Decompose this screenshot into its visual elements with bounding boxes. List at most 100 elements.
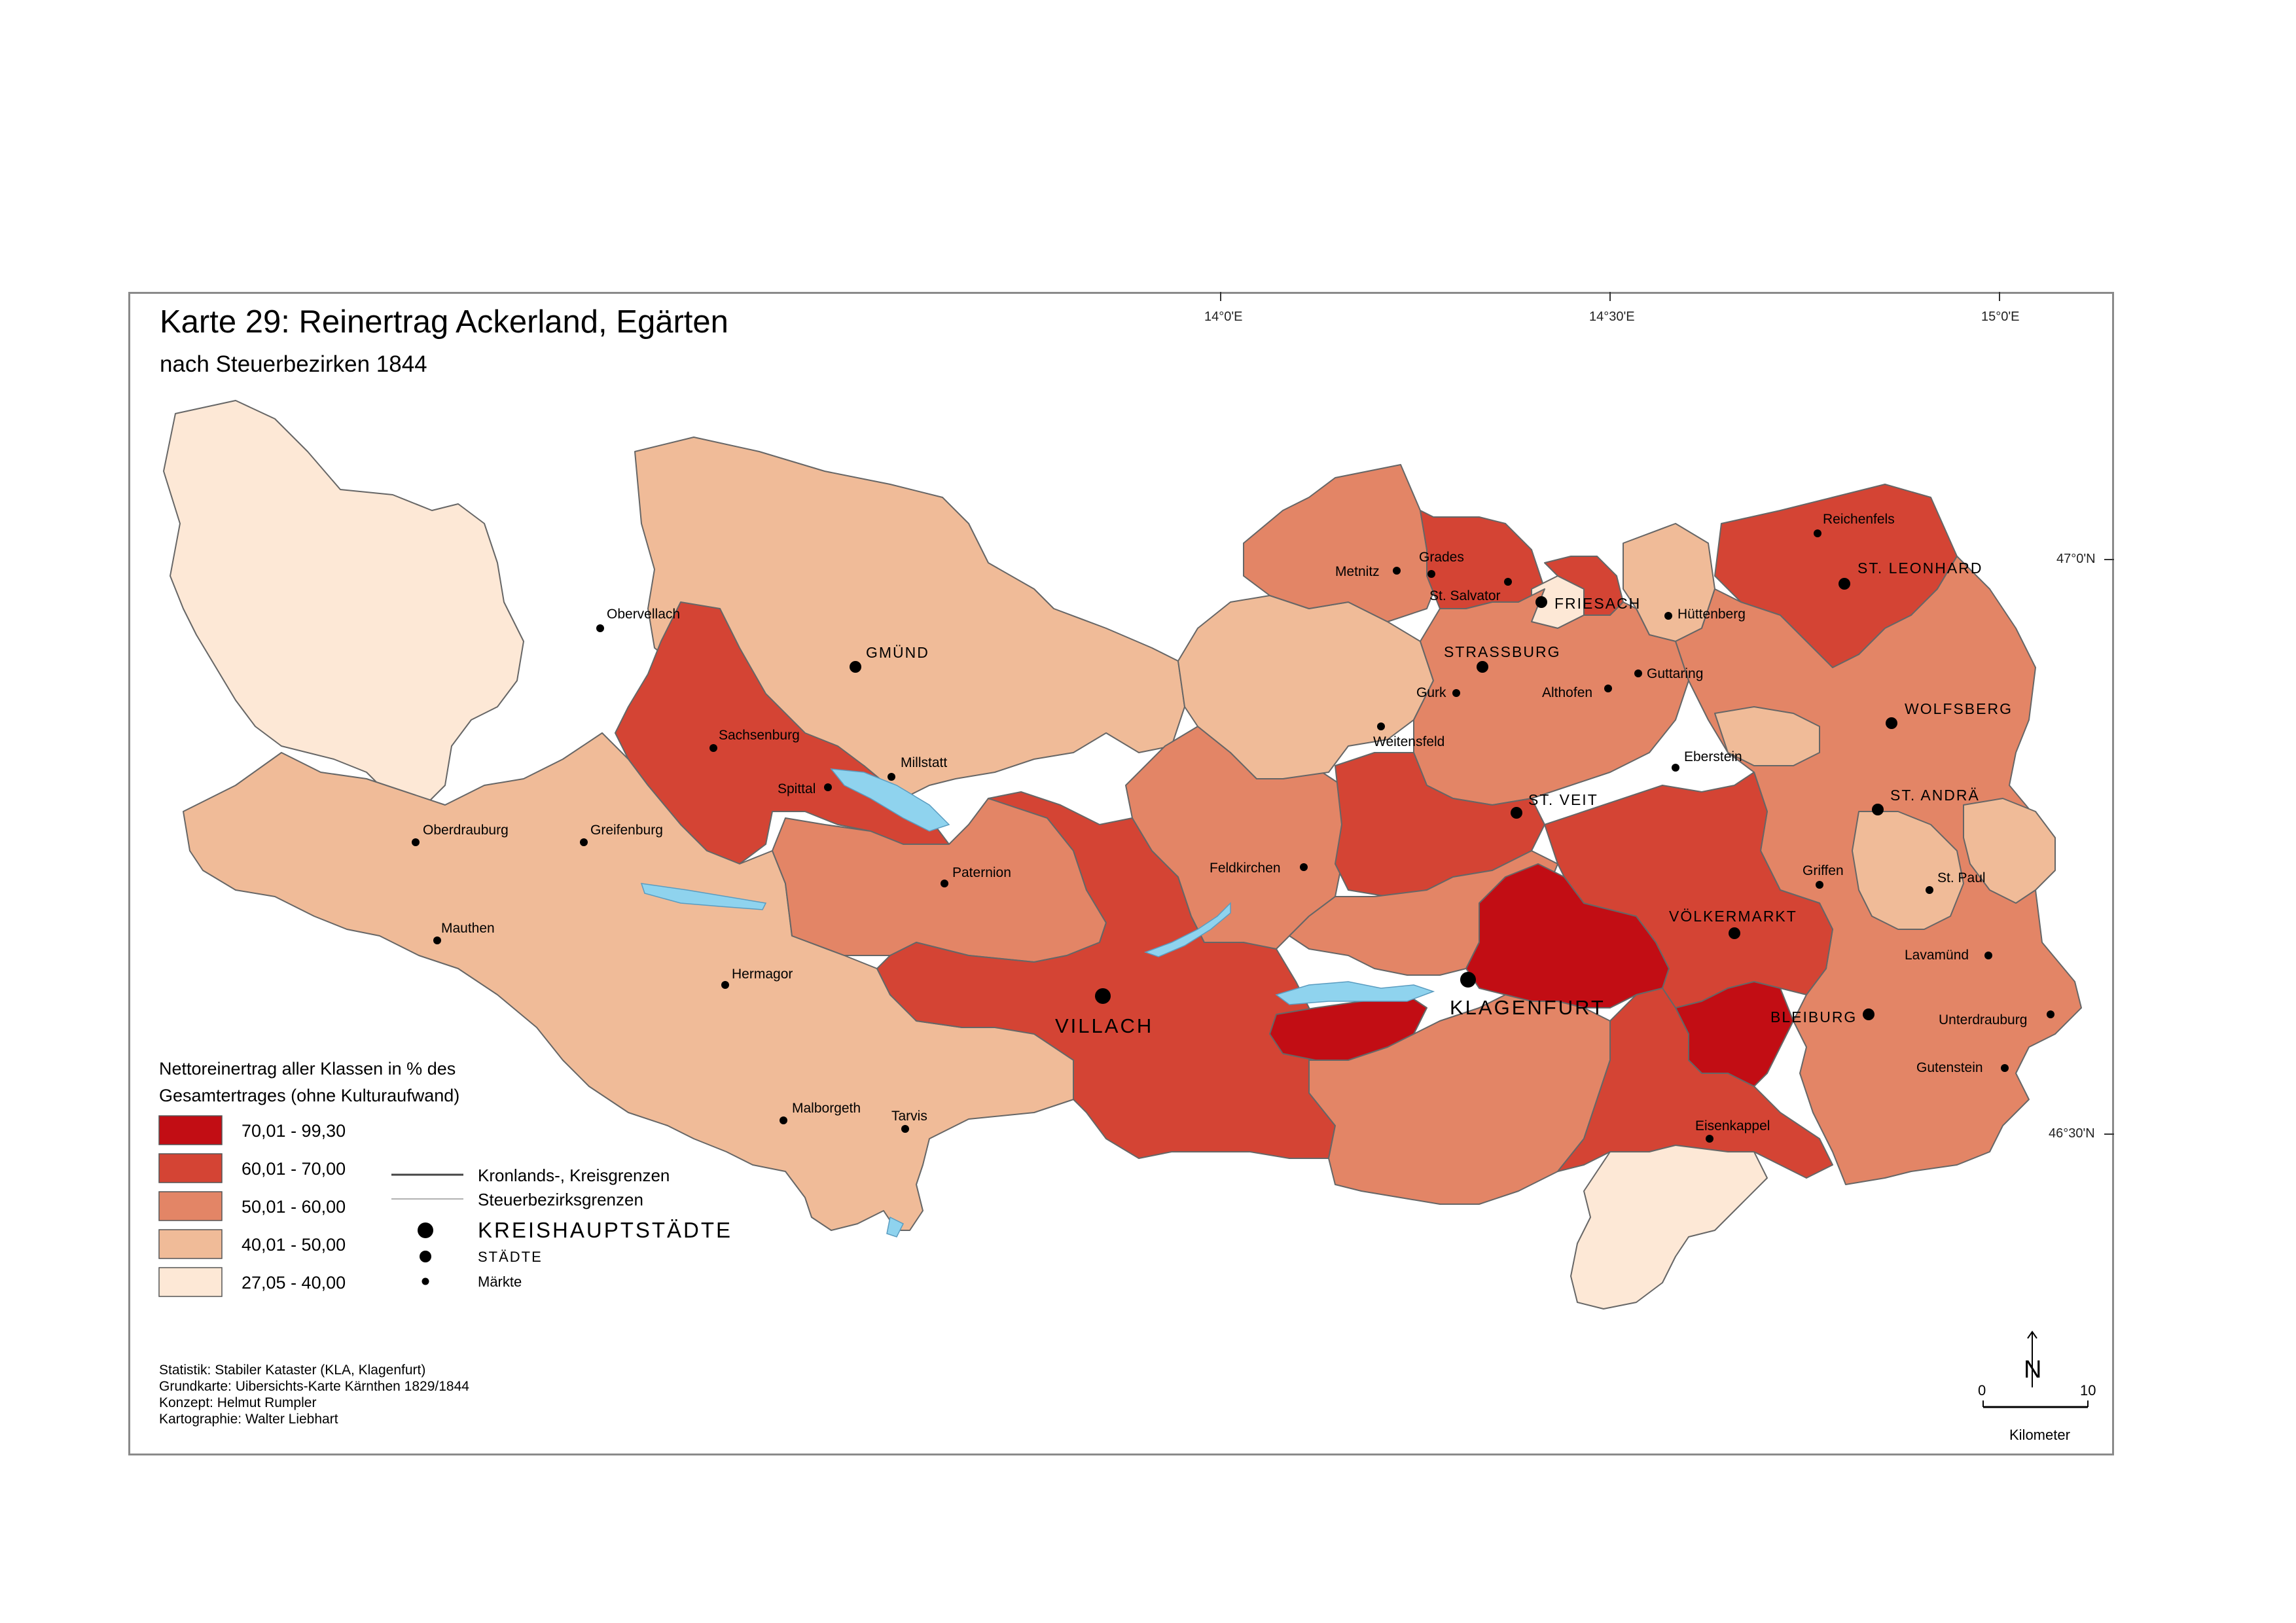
legend-label-capital: KREISHAUPTSTÄDTE [478, 1218, 732, 1242]
market-point-sachsenburg [709, 744, 717, 752]
market-label-oberdrauburg: Oberdrauburg [423, 823, 509, 838]
market-label-reichenfels: Reichenfels [1823, 512, 1895, 527]
city-point-friesach [1535, 596, 1547, 608]
north-label: N [2024, 1356, 2041, 1383]
lon-label-14-30: 14°30'E [1589, 310, 1635, 324]
legend-swatch-class-1 [158, 1115, 223, 1145]
market-point-lavamuend [1984, 952, 1992, 959]
city-label-bleiburg: BLEIBURG [1770, 1008, 1857, 1026]
legend-label-class-3: 50,01 - 60,00 [242, 1197, 346, 1217]
credits: Statistik: Stabiler Kataster (KLA, Klage… [159, 1363, 469, 1427]
market-label-spittal: Spittal [778, 781, 816, 796]
city-point-st-andrae [1872, 804, 1884, 815]
market-point-millstatt [888, 773, 895, 781]
lake-ossiacher-see [1143, 902, 1231, 957]
lakes [640, 768, 1435, 1238]
market-label-lavamuend: Lavamünd [1905, 948, 1969, 963]
north-arrow: N [2024, 1330, 2041, 1387]
district-eberstein-light [1714, 706, 1820, 766]
place-points [412, 529, 2054, 1143]
market-label-greifenburg: Greifenburg [590, 823, 663, 838]
market-label-malborgeth: Malborgeth [792, 1101, 861, 1116]
lon-label-15-0: 15°0'E [1981, 310, 2020, 324]
market-label-althofen: Althofen [1542, 685, 1592, 700]
city-label-wolfsberg: WOLFSBERG [1905, 700, 2013, 717]
market-point-guttaring [1634, 669, 1642, 677]
legend-label-class-2: 60,01 - 70,00 [242, 1159, 346, 1179]
market-label-tarvis: Tarvis [891, 1109, 927, 1124]
market-label-hermagor: Hermagor [732, 967, 793, 982]
market-label-millstatt: Millstatt [901, 755, 947, 770]
districts [163, 400, 2082, 1310]
scale-label-start: 0 [1978, 1382, 1986, 1399]
market-label-griffen: Griffen [1803, 863, 1844, 878]
market-label-grades: Grades [1419, 550, 1464, 565]
lake-woerthersee [1275, 981, 1435, 1005]
map-frame [128, 292, 2114, 1455]
market-point-st-salvator [1504, 578, 1512, 586]
city-label-st-andrae: ST. ANDRÄ [1890, 787, 1980, 804]
market-label-sachsenburg: Sachsenburg [719, 728, 800, 743]
city-label-voelkermarkt: VÖLKERMARKT [1669, 908, 1797, 925]
map-title: Karte 29: Reinertrag Ackerland, Egärten [160, 304, 728, 340]
lon-label-14-0: 14°0'E [1204, 310, 1243, 324]
market-point-unterdrauburg [2047, 1010, 2054, 1018]
market-point-spittal [824, 783, 832, 791]
market-label-guttaring: Guttaring [1647, 666, 1703, 681]
market-label-huettenberg: Hüttenberg [1677, 607, 1746, 622]
market-point-eisenkappel [1706, 1135, 1713, 1143]
market-label-obervellach: Obervellach [607, 607, 680, 622]
legend-label-city: STÄDTE [478, 1249, 543, 1265]
lake-weissensee [640, 883, 767, 910]
city-label-st-leonhard: ST. LEONHARD [1857, 560, 1982, 577]
legend-swatch-class-2 [158, 1153, 223, 1183]
city-label-st-veit: ST. VEIT [1528, 791, 1598, 808]
legend-label-border: Kronlands-, Kreisgrenzen [478, 1166, 670, 1185]
legend-swatch-class-4 [158, 1229, 223, 1259]
city-point-gmuend [850, 661, 861, 673]
map-subtitle: nach Steuerbezirken 1844 [160, 351, 427, 377]
capital-point-klagenfurt [1460, 972, 1476, 988]
capital-label-villach: VILLACH [1055, 1014, 1153, 1037]
legend-symbol-capital [418, 1222, 433, 1238]
legend-swatch-class-3 [158, 1191, 223, 1221]
credit-line-3: Konzept: Helmut Rumpler [159, 1395, 316, 1410]
legend: Nettoreinertrag aller Klassen in % des G… [158, 1059, 732, 1297]
city-point-voelkermarkt [1729, 927, 1740, 939]
market-label-gurk: Gurk [1416, 685, 1446, 700]
market-label-st-paul: St. Paul [1937, 870, 1986, 885]
market-point-malborgeth [780, 1116, 787, 1124]
legend-label-district: Steuerbezirksgrenzen [478, 1190, 643, 1209]
district-voelkermarkt-south [1557, 988, 1833, 1179]
city-label-friesach: FRIESACH [1554, 595, 1641, 612]
capital-label-klagenfurt: KLAGENFURT [1450, 996, 1605, 1019]
market-point-althofen [1604, 685, 1612, 692]
market-point-eberstein [1672, 764, 1679, 772]
market-point-obervellach [596, 624, 604, 632]
market-label-mauthen: Mauthen [441, 921, 495, 936]
scale-bar: 0 10 Kilometer [1978, 1382, 2096, 1443]
market-point-greifenburg [580, 838, 588, 846]
lat-label-46-30: 46°30'N [2049, 1126, 2095, 1141]
market-point-oberdrauburg [412, 838, 420, 846]
market-point-metnitz [1393, 567, 1401, 575]
legend-swatch-class-5 [158, 1267, 223, 1297]
market-point-huettenberg [1664, 612, 1672, 620]
legend-symbol-market [422, 1277, 429, 1285]
legend-title-line1: Nettoreinertrag aller Klassen in % des [159, 1059, 456, 1079]
north-arrow-head [2027, 1330, 2037, 1339]
graticule [1220, 292, 2114, 1135]
market-label-feldkirchen: Feldkirchen [1210, 861, 1281, 876]
market-point-grades [1427, 570, 1435, 578]
market-point-st-paul [1926, 886, 1933, 894]
credit-line-2: Grundkarte: Uibersichts-Karte Kärnthen 1… [159, 1379, 469, 1394]
credit-line-1: Statistik: Stabiler Kataster (KLA, Klage… [159, 1363, 425, 1378]
market-label-gutenstein: Gutenstein [1916, 1060, 1983, 1075]
market-point-gutenstein [2001, 1064, 2009, 1072]
city-label-strassburg: STRASSBURG [1444, 643, 1560, 660]
capital-point-villach [1095, 988, 1111, 1004]
market-label-st-salvator: St. Salvator [1429, 588, 1501, 603]
market-label-paternion: Paternion [952, 865, 1011, 880]
market-point-mauthen [433, 936, 441, 944]
